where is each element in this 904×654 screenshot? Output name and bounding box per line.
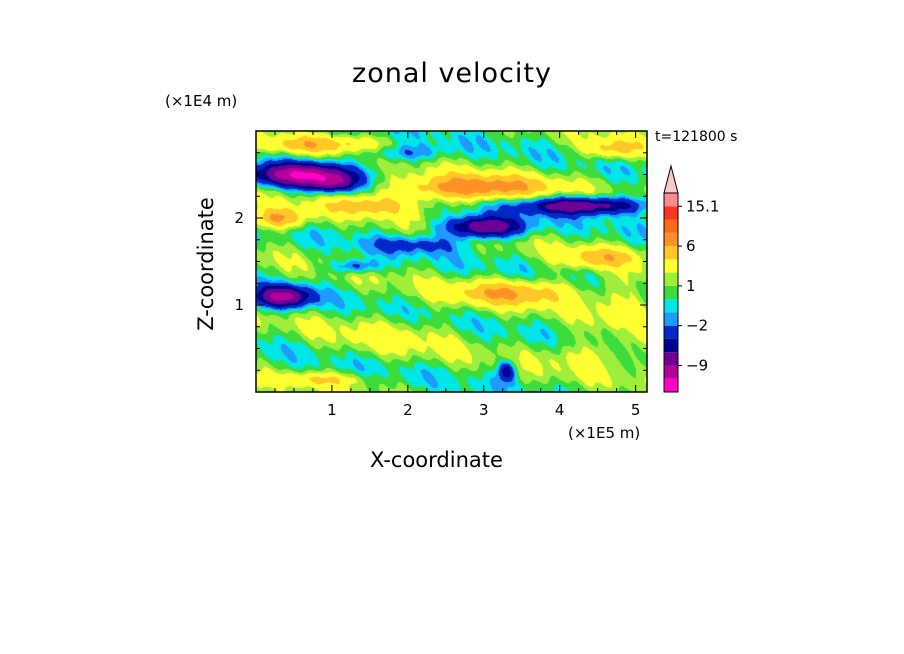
colorbar-segment <box>664 338 678 353</box>
time-label: t=121800 s <box>655 129 738 145</box>
colorbar-segment <box>664 285 678 300</box>
colorbar-segment <box>664 193 678 207</box>
colorbar-segment <box>664 206 678 220</box>
colorbar-label: 15.1 <box>686 197 719 215</box>
colorbar-segment <box>664 325 678 339</box>
colorbar-segment <box>664 259 678 273</box>
x-tick-label: 2 <box>403 401 413 419</box>
y-tick-label: 1 <box>234 296 244 314</box>
colorbar-frame <box>663 192 679 393</box>
colorbar-segment <box>664 312 678 326</box>
x-tick-label: 3 <box>479 401 489 419</box>
colorbar-segment <box>664 378 678 392</box>
colorbar: 15.1 6 1 −2 −9 <box>663 164 719 393</box>
x-ticks: 1 2 3 4 5 <box>274 131 641 419</box>
heatmap-field <box>256 131 647 392</box>
x-tick-label: 5 <box>631 401 641 419</box>
x-tick-label: 1 <box>327 401 337 419</box>
colorbar-extend-arrow <box>663 164 679 194</box>
colorbar-segment <box>664 246 678 260</box>
y-tick-label: 2 <box>234 209 244 227</box>
plot-frame <box>255 130 648 393</box>
colorbar-label: 1 <box>686 277 696 295</box>
colorbar-label: −2 <box>686 317 708 335</box>
colorbar-segment <box>664 352 678 366</box>
colorbar-label: 6 <box>686 237 696 255</box>
y-axis-unit: (×1E4 m) <box>165 92 238 110</box>
chart-title: zonal velocity <box>352 58 552 89</box>
x-axis-unit: (×1E5 m) <box>568 424 641 442</box>
colorbar-segment <box>664 232 678 247</box>
velocity-field-canvas <box>256 131 647 392</box>
colorbar-label: −9 <box>686 356 708 374</box>
colorbar-segment <box>664 299 678 313</box>
x-axis-label: X-coordinate <box>370 448 503 472</box>
colorbar-segment <box>664 272 678 286</box>
colorbar-segment <box>664 219 678 233</box>
x-tick-label: 4 <box>555 401 565 419</box>
colorbar-segment <box>664 365 678 379</box>
y-ticks: 12 <box>234 152 647 371</box>
